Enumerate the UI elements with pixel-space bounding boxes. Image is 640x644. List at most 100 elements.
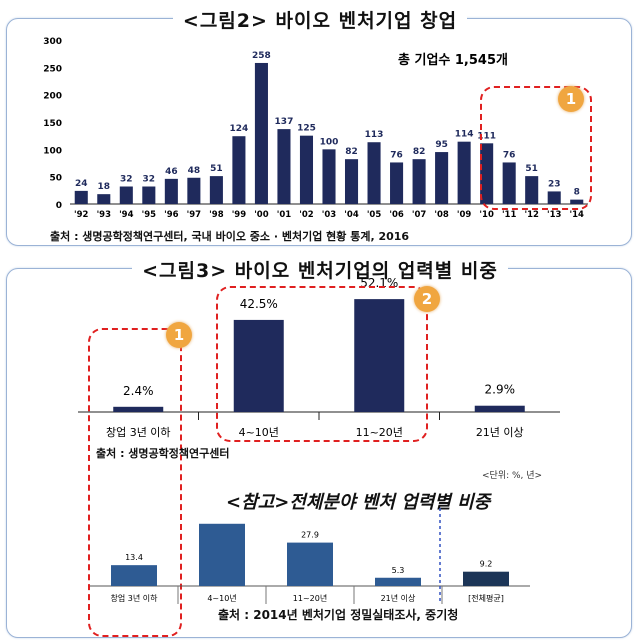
figure2-data-label: 51 — [525, 164, 538, 174]
figure2-x-tick-label: '04 — [344, 210, 359, 220]
figure2-data-label: 46 — [165, 167, 178, 177]
figure3-bar — [113, 406, 164, 412]
figure2-data-label: 8 — [574, 188, 580, 198]
figure3-callout-2: 2 — [414, 286, 440, 312]
figure2-data-label: 137 — [275, 117, 294, 127]
figure2-bar — [502, 162, 516, 204]
figure2-bar — [187, 177, 201, 204]
figure2-bar — [570, 199, 584, 204]
figure2-x-tick-label: '92 — [74, 210, 89, 220]
figure2-data-label: 23 — [548, 179, 561, 189]
figure2-x-tick-label: '93 — [97, 210, 112, 220]
figure2-bar — [142, 186, 156, 204]
figure2-x-tick-label: '13 — [547, 210, 562, 220]
figure2-x-tick-label: '05 — [367, 210, 382, 220]
figure2-x-tick-label: '99 — [232, 210, 247, 220]
reference-x-tick-label: 21년 이상 — [381, 593, 416, 603]
reference-title: <참고>전체분야 벤처 업력별 비중 — [226, 492, 491, 513]
figure3-unit-note: <단위: %, 년> — [482, 471, 543, 481]
reference-x-tick-label: [전체평균] — [468, 593, 504, 603]
figure2-data-label: 76 — [503, 150, 516, 160]
figure2-data-label: 48 — [188, 166, 201, 176]
figure2-y-tick-label: 50 — [49, 174, 62, 184]
figure2-source: 출처 : 생명공학정책연구센터, 국내 바이오 중소 · 벤처기업 현황 통계,… — [50, 230, 410, 243]
figure2-x-tick-label: '95 — [142, 210, 157, 220]
figure2-data-label: 51 — [210, 164, 223, 174]
figure2-x-tick-label: '10 — [479, 210, 494, 220]
figure2-x-tick-label: '12 — [524, 210, 539, 220]
figure2-y-tick-label: 100 — [43, 146, 62, 156]
figure3-title: <그림3> 바이오 벤처기업의 업력별 비중 — [0, 256, 640, 283]
figure2-data-label: 125 — [297, 124, 316, 134]
figure2-bar — [119, 186, 133, 204]
figure2-data-label: 82 — [413, 147, 426, 157]
reference-data-label: 5.3 — [392, 566, 405, 575]
figure2-x-tick-label: '09 — [457, 210, 472, 220]
figure3-data-label: 42.5% — [240, 297, 278, 311]
figure2-data-label: 100 — [320, 137, 339, 147]
figure2-data-label: 95 — [435, 140, 448, 150]
figure3-data-label: 2.9% — [485, 383, 516, 397]
figure2-data-label: 32 — [120, 175, 133, 185]
figure2-bar — [164, 178, 178, 204]
figure2-y-tick-label: 250 — [43, 64, 62, 74]
figure2-x-tick-label: '02 — [299, 210, 314, 220]
figure2-bar — [299, 135, 314, 204]
figure2-total-label: 총 기업수 1,545개 — [398, 52, 508, 68]
figure2-bar — [74, 190, 88, 204]
reference-x-tick-label: 창업 3년 이하 — [111, 593, 159, 603]
figure2-bar — [344, 159, 359, 204]
figure2-bar — [390, 162, 404, 204]
figure2-data-label: 24 — [75, 179, 88, 189]
figure2-bar — [97, 194, 111, 204]
reference-x-tick-label: 4~10년 — [207, 593, 236, 603]
figure2-bar — [457, 141, 471, 204]
reference-bar — [463, 571, 509, 586]
figure2-x-tick-label: '08 — [434, 210, 449, 220]
figure2-data-label: 258 — [252, 51, 271, 61]
reference-source: 출처 : 2014년 벤처기업 정밀실태조사, 중기청 — [218, 608, 459, 622]
figure3-x-tick-label: 창업 3년 이하 — [106, 425, 171, 439]
figure3-bar — [233, 319, 284, 412]
figure3-source: 출처 : 생명공학정책연구센터 — [96, 447, 230, 460]
figure2-data-label: 82 — [345, 147, 358, 157]
figure2-y-tick-label: 300 — [43, 37, 62, 47]
reference-bar — [287, 542, 333, 586]
figure2-title-text: <그림2> 바이오 벤처기업 창업 — [172, 10, 468, 32]
figure2-x-tick-label: '03 — [322, 210, 337, 220]
figure2-bar — [232, 136, 246, 204]
figure3-highlight-box-1 — [88, 328, 182, 637]
figure3-highlight-box-2 — [216, 286, 428, 442]
figure2-callout-1: 1 — [558, 86, 584, 112]
figure3-x-tick-label: 21년 이상 — [476, 426, 524, 439]
figure2-x-tick-label: '00 — [254, 210, 269, 220]
figure2-x-tick-label: '97 — [187, 210, 202, 220]
figure2-x-tick-label: '14 — [570, 210, 585, 220]
reference-data-label: 27.9 — [301, 531, 319, 540]
figure2-y-tick-label: 200 — [43, 92, 62, 102]
figure2-x-tick-label: '01 — [277, 210, 292, 220]
figure3-title-text: <그림3> 바이오 벤처기업의 업력별 비중 — [132, 260, 508, 282]
figure2-x-tick-label: '06 — [389, 210, 404, 220]
reference-bar — [375, 577, 421, 586]
figure2-data-label: 113 — [365, 130, 384, 140]
figure2-x-tick-label: '11 — [502, 210, 517, 220]
figure2-data-label: 114 — [455, 130, 474, 140]
reference-bar — [111, 565, 157, 586]
figure3-x-tick-label: 4~10년 — [239, 426, 279, 439]
figure2-data-label: 124 — [230, 124, 249, 134]
figure3-data-label: 2.4% — [123, 384, 154, 398]
figure2-bar — [412, 159, 426, 204]
figure2-bar — [480, 143, 494, 204]
figure2-bar — [254, 62, 268, 205]
figure3-x-tick-label: 11~20년 — [356, 426, 403, 439]
figure3-callout-1: 1 — [166, 322, 192, 348]
figure2-bar — [209, 176, 223, 204]
figure2-x-tick-label: '96 — [164, 210, 179, 220]
figure2-bar — [277, 129, 291, 204]
figure2-bar — [525, 176, 539, 204]
figure2-data-label: 76 — [390, 150, 403, 160]
figure2-highlight-box — [480, 86, 592, 210]
